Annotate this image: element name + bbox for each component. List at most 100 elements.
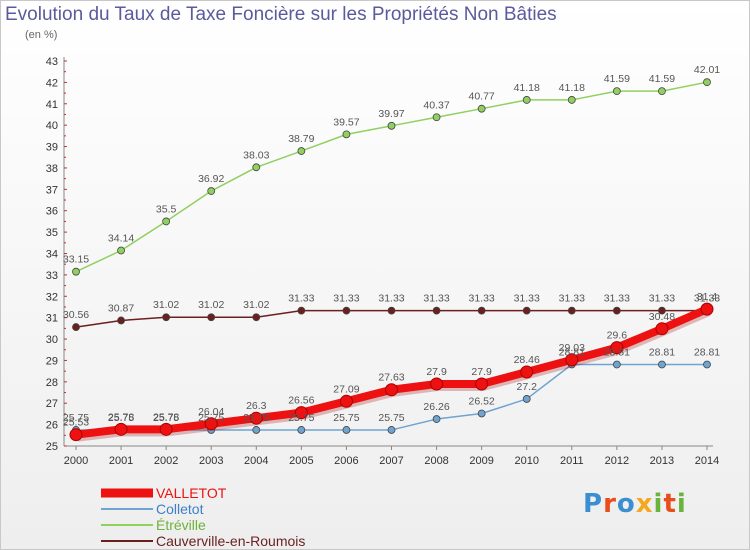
data-point-colletot [522, 395, 531, 403]
y-tick-label: 37 [46, 184, 58, 196]
y-tick-label: 41 [46, 99, 58, 111]
y-tick-label: 32 [46, 291, 58, 303]
data-label-colletot: 25.75 [243, 412, 269, 424]
data-label-colletot: 25.75 [198, 412, 224, 424]
data-point-cauverville-en-roumois [252, 313, 261, 322]
data-label--tr-ville: 41.59 [604, 73, 630, 85]
data-label-cauverville-en-roumois: 31.33 [423, 293, 449, 305]
x-tick-label: 2012 [605, 455, 629, 467]
data-labels: 30.56 30.87 31.02 31.02 31.02 31.33 31.33 31.33… [63, 64, 720, 428]
y-tick-label: 30 [46, 334, 58, 346]
data-point-valletot [475, 377, 489, 391]
data-point-colletot [612, 360, 621, 369]
data-point-valletot [610, 341, 624, 355]
logo-letter: i [653, 489, 664, 519]
data-label-cauverville-en-roumois: 31.33 [469, 293, 495, 305]
y-tick-label: 38 [46, 163, 58, 175]
y-tick-label: 28 [46, 377, 58, 389]
data-point-cauverville-en-roumois [297, 306, 306, 315]
data-label--tr-ville: 35.5 [156, 203, 177, 215]
data-point--tr-ville [703, 78, 711, 87]
data-label-valletot: 25.78 [108, 411, 134, 423]
data-label-colletot: 28.81 [604, 347, 630, 359]
data-point--tr-ville [567, 96, 576, 104]
data-point--tr-ville [658, 87, 666, 96]
data-label-valletot: 29.6 [607, 330, 628, 342]
x-tick-label: 2011 [560, 455, 584, 467]
x-tick-label: 2005 [289, 455, 313, 467]
data-label--tr-ville: 40.37 [423, 99, 449, 111]
x-tick-label: 2003 [199, 455, 223, 467]
data-label-valletot: 26.3 [246, 400, 267, 412]
data-point-valletot [700, 302, 714, 316]
data-label-cauverville-en-roumois: 31.33 [378, 293, 404, 305]
data-point--tr-ville [477, 104, 486, 113]
data-point-colletot [387, 426, 396, 434]
data-label-colletot: 25.75 [108, 412, 134, 424]
data-label--tr-ville: 40.77 [469, 91, 495, 103]
data-point-colletot [477, 409, 486, 418]
data-point-valletot [204, 417, 218, 431]
data-point--tr-ville [207, 187, 216, 195]
data-point-valletot [565, 353, 579, 367]
data-label-cauverville-en-roumois: 31.33 [559, 293, 585, 305]
x-tick-label: 2004 [244, 455, 268, 467]
y-tick-label: 31 [46, 313, 58, 325]
data-point-valletot [430, 377, 444, 391]
y-tick-label: 39 [46, 142, 58, 154]
data-label--tr-ville: 39.97 [378, 108, 404, 120]
data-point-cauverville-en-roumois [387, 306, 396, 315]
legend-swatch-cauverville [101, 540, 153, 542]
y-tick-label: 40 [46, 120, 58, 132]
data-label-colletot: 25.75 [63, 412, 89, 424]
data-label-cauverville-en-roumois: 31.33 [649, 293, 675, 305]
y-tick-label: 25 [46, 441, 58, 453]
data-point-cauverville-en-roumois [342, 306, 351, 315]
data-point-colletot [432, 415, 441, 423]
legend-label-valletot: VALLETOT [156, 485, 227, 501]
data-point--tr-ville [117, 246, 125, 255]
data-label-cauverville-en-roumois: 31.33 [288, 293, 314, 305]
x-tick-label: 2013 [650, 455, 674, 467]
logo-letter: i [676, 489, 687, 519]
data-label-colletot: 26.52 [469, 395, 495, 407]
data-point--tr-ville [297, 147, 306, 155]
data-label-colletot: 26.26 [423, 401, 449, 413]
data-label-valletot: 27.09 [333, 383, 359, 395]
data-point-colletot [252, 426, 261, 434]
data-label-valletot: 28.46 [514, 354, 540, 366]
y-tick-label: 29 [46, 355, 58, 367]
data-point--tr-ville [387, 121, 396, 130]
x-tick-label: 2000 [64, 455, 88, 467]
axes: 25 26 27 28 29 30 31 32 33 34 35 36 37 38 39 40 41 42 43 20… [46, 56, 719, 467]
data-label--tr-ville: 33.15 [63, 254, 89, 266]
legend-label-etreville: Étréville [156, 517, 206, 533]
data-label-cauverville-en-roumois: 30.56 [63, 309, 89, 321]
data-point-valletot [339, 394, 353, 408]
data-label-valletot: 27.9 [471, 366, 492, 378]
x-tick-label: 2010 [514, 455, 538, 467]
data-label-cauverville-en-roumois: 31.33 [514, 293, 540, 305]
data-label-colletot: 25.75 [288, 412, 314, 424]
data-point--tr-ville [162, 217, 171, 226]
x-tick-label: 2001 [109, 455, 133, 467]
data-label-valletot: 25.78 [153, 411, 179, 423]
data-point-valletot [69, 428, 83, 442]
data-point--tr-ville [522, 96, 531, 104]
data-point-valletot [249, 411, 263, 425]
logo-letter: o [616, 489, 636, 519]
legend-swatch-etreville [101, 524, 153, 526]
y-tick-label: 43 [46, 56, 58, 68]
x-tick-label: 2007 [379, 455, 403, 467]
data-label-colletot: 27.2 [516, 381, 537, 393]
data-point--tr-ville [432, 113, 441, 122]
data-point-cauverville-en-roumois [567, 306, 576, 315]
y-tick-label: 42 [46, 77, 58, 89]
data-label-cauverville-en-roumois: 31.33 [604, 293, 630, 305]
data-point-colletot [703, 360, 711, 369]
data-point-cauverville-en-roumois [658, 306, 666, 315]
y-axis-unit-label: (en %) [25, 29, 58, 41]
y-tick-label: 35 [46, 227, 58, 239]
legend-swatch-colletot [101, 508, 153, 510]
